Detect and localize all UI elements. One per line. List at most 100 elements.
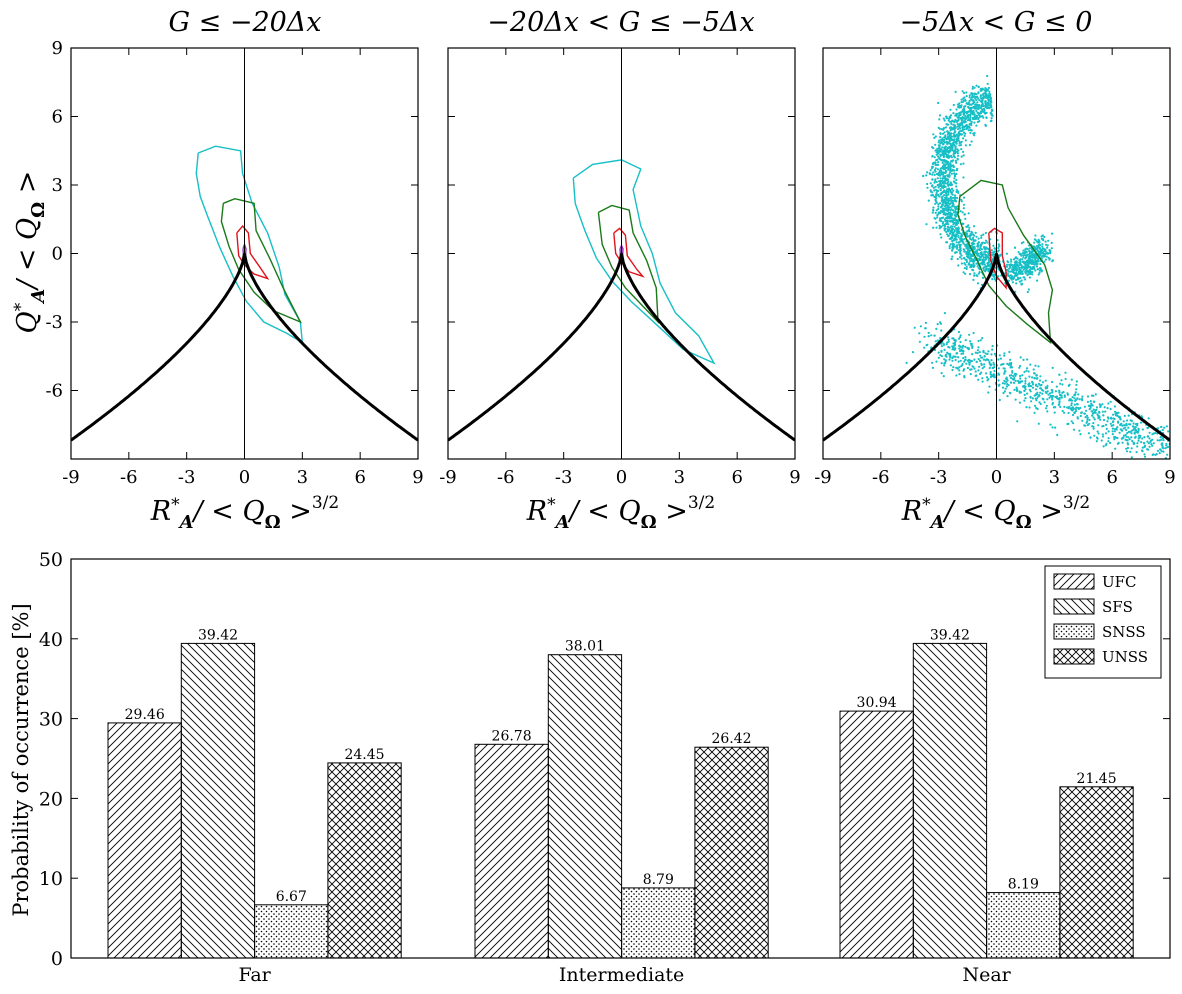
scatter-point: [977, 346, 980, 349]
scatter-point: [1033, 254, 1037, 258]
scatter-point: [991, 344, 994, 348]
bar-y-tick-label: 50: [39, 549, 63, 571]
vieillefosse-curve: [71, 253, 418, 442]
scatter-point: [1006, 379, 1009, 382]
scatter-point: [950, 191, 954, 194]
scatter-point: [954, 146, 957, 149]
scatter-point: [953, 229, 956, 232]
scatter-point: [931, 165, 935, 168]
scatter-point: [1014, 379, 1017, 382]
scatter-point: [934, 211, 937, 214]
scatter-point: [974, 231, 977, 234]
legend-swatch-sfs: [1053, 598, 1095, 615]
scatter-point: [937, 161, 940, 164]
scatter-point: [1025, 369, 1028, 372]
bar-data-label: 26.78: [492, 728, 532, 744]
scatter-point: [1013, 246, 1017, 249]
scatter-point: [1097, 432, 1100, 435]
scatter-point: [953, 121, 956, 124]
scatter-point: [960, 235, 963, 238]
scatter-point: [972, 262, 975, 265]
scatter-point: [962, 344, 965, 347]
scatter-point: [952, 150, 956, 153]
bar-data-label: 8.19: [1008, 877, 1039, 893]
scatter-point: [1111, 433, 1114, 436]
scatter-point: [947, 340, 950, 343]
scatter-point: [937, 194, 940, 197]
scatter-point: [1005, 385, 1009, 388]
scatter-point: [957, 330, 961, 334]
scatter-point: [960, 155, 963, 158]
scatter-point: [939, 212, 942, 215]
scatter-point: [1027, 259, 1030, 262]
scatter-point: [1156, 439, 1159, 442]
scatter-point: [941, 203, 944, 207]
scatter-point: [1139, 421, 1143, 424]
scatter-point: [986, 88, 990, 91]
scatter-point: [987, 94, 990, 97]
scatter-point: [964, 139, 967, 142]
scatter-point: [1028, 261, 1032, 265]
scatter-point: [985, 116, 988, 120]
plot-area: [448, 48, 795, 459]
scatter-point: [979, 359, 982, 362]
scatter-point: [935, 172, 939, 176]
scatter-point: [1121, 441, 1124, 444]
scatter-point: [946, 181, 949, 184]
scatter-point: [1126, 431, 1129, 435]
scatter-point: [937, 351, 940, 354]
legend-label-unss: UNSS: [1102, 648, 1148, 666]
scatter-point: [945, 123, 948, 126]
scatter-point: [1001, 386, 1005, 389]
scatter-point: [1081, 395, 1084, 398]
scatter-point: [1093, 418, 1096, 421]
scatter-point: [966, 110, 970, 113]
scatter-point: [963, 238, 966, 241]
scatter-point: [1090, 404, 1093, 407]
scatter-point: [967, 247, 970, 250]
scatter-point: [984, 246, 988, 249]
scatter-point: [943, 194, 946, 197]
scatter-point: [1026, 290, 1029, 294]
scatter-point: [936, 163, 939, 166]
scatter-point: [1007, 269, 1010, 272]
bar-ufc-intermediate: [474, 743, 549, 959]
scatter-point: [1066, 392, 1069, 395]
scatter-point: [1084, 409, 1088, 412]
scatter-point: [1013, 388, 1016, 391]
scatter-point: [953, 152, 956, 155]
scatter-point: [950, 120, 953, 123]
scatter-point: [1125, 447, 1128, 450]
scatter-point: [1054, 390, 1057, 393]
scatter-point: [968, 235, 971, 239]
scatter-point: [946, 228, 949, 232]
scatter-point: [951, 209, 955, 212]
y-tick-label: 0: [52, 244, 63, 265]
scatter-point: [1038, 379, 1042, 382]
scatter-point: [971, 245, 975, 249]
scatter-point: [1051, 398, 1054, 401]
contour-1: [597, 204, 659, 324]
scatter-point: [1006, 362, 1009, 365]
scatter-point: [931, 193, 934, 197]
scatter-point: [1148, 437, 1151, 440]
bar-chart-frame: [70, 558, 1171, 959]
scatter-point: [943, 205, 947, 208]
scatter-point: [988, 90, 991, 93]
scatter-point: [963, 117, 966, 120]
scatter-point: [936, 149, 939, 152]
scatter-point: [955, 213, 958, 217]
scatter-point: [1038, 401, 1041, 404]
panel-1-ylabel: Q*A/ < QΩ >: [11, 171, 49, 334]
scatter-point: [1100, 439, 1103, 442]
scatter-point: [940, 236, 943, 239]
scatter-point: [1039, 267, 1042, 270]
scatter-point: [963, 243, 967, 246]
scatter-point: [968, 94, 971, 97]
scatter-point: [1081, 399, 1084, 402]
scatter-point: [1051, 380, 1054, 384]
scatter-point: [1061, 383, 1064, 386]
scatter-point: [1097, 414, 1100, 417]
scatter-point: [1046, 384, 1049, 387]
scatter-point: [958, 369, 961, 372]
